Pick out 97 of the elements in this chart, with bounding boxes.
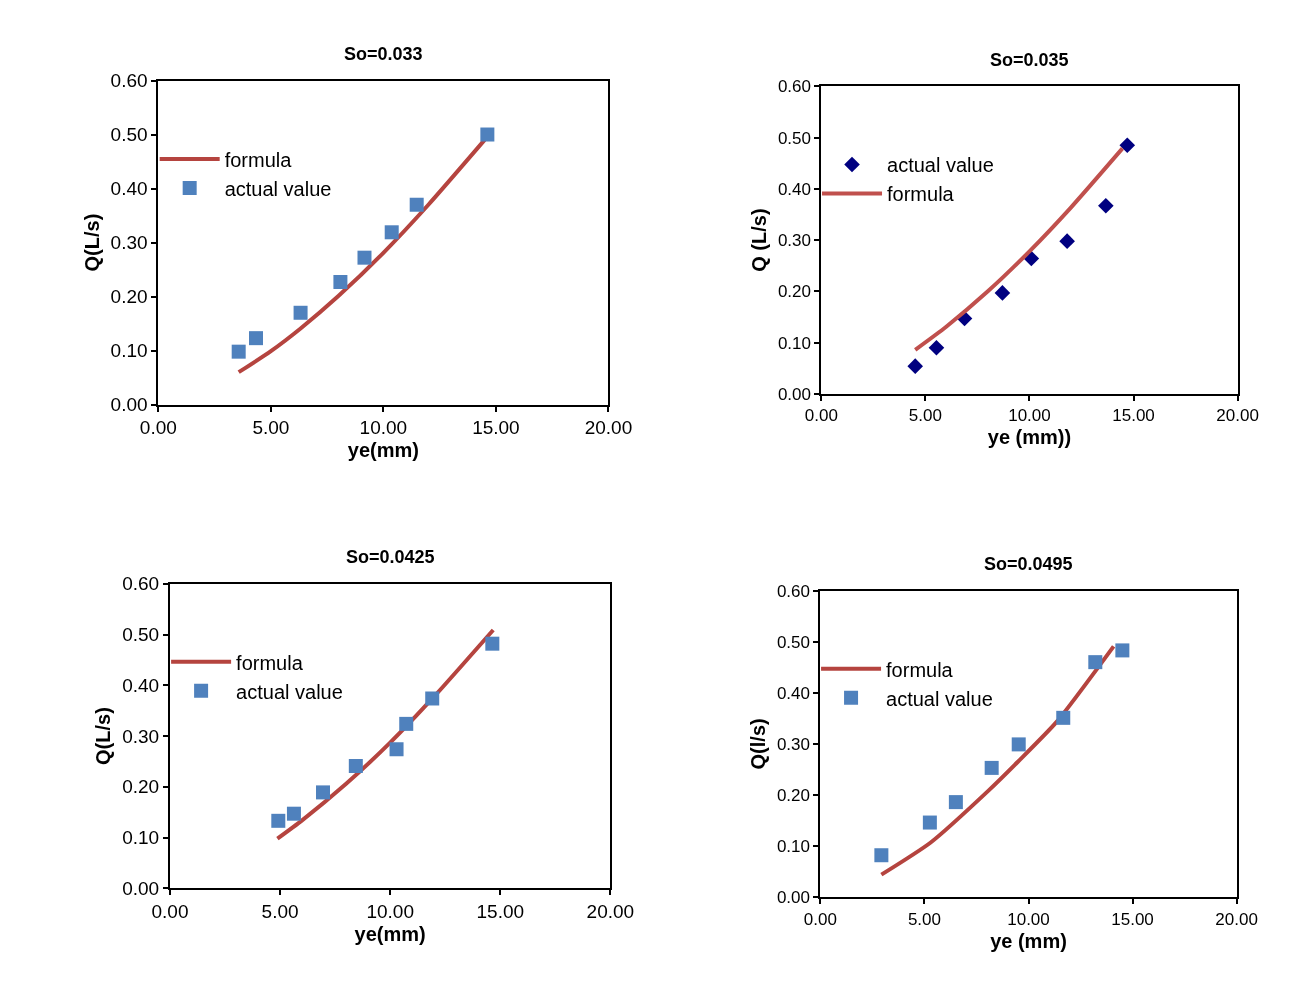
- y-tick-label: 0.50: [776, 632, 810, 652]
- y-tick-label: 0.20: [122, 776, 160, 798]
- y-tick-label: 0.60: [122, 573, 160, 595]
- x-tick-label: 10.00: [1008, 406, 1051, 426]
- y-tick-label: 0.30: [776, 734, 810, 754]
- x-axis-title: ye(mm): [354, 923, 426, 946]
- x-tick-label: 20.00: [584, 417, 633, 439]
- legend-label: actual value: [886, 687, 993, 710]
- y-tick-label: 0.40: [110, 178, 148, 200]
- x-tick-label: 0.00: [151, 901, 189, 923]
- y-tick-label: 0.30: [777, 231, 811, 251]
- x-tick-label: 5.00: [908, 406, 942, 426]
- y-tick-label: 0.30: [110, 232, 148, 254]
- y-tick-label: 0.60: [777, 77, 811, 97]
- point: [1059, 233, 1075, 249]
- point: [399, 716, 414, 731]
- y-tick-label: 0.20: [777, 282, 811, 302]
- point: [249, 331, 264, 346]
- x-tick-label: 10.00: [1007, 909, 1050, 929]
- point: [1088, 655, 1103, 670]
- point: [231, 344, 246, 359]
- x-tick-label: 15.00: [1112, 406, 1155, 426]
- y-axis-title: Q (L/s): [747, 208, 770, 272]
- y-tick-label: 0.30: [122, 725, 160, 747]
- chart-title: So=0.033: [344, 44, 423, 64]
- point: [316, 785, 330, 800]
- y-tick-label: 0.10: [776, 837, 810, 856]
- legend-label: formula: [236, 651, 304, 674]
- y-tick-label: 0.10: [110, 340, 148, 362]
- y-tick-label: 0.50: [110, 124, 148, 146]
- point: [874, 848, 889, 863]
- y-tick-label: 0.50: [122, 624, 160, 646]
- legend-label: actual value: [224, 177, 332, 200]
- x-tick-label: 0.00: [804, 406, 838, 426]
- point: [1056, 710, 1071, 725]
- legend-label: formula: [224, 148, 293, 171]
- legend-label: actual value: [887, 154, 994, 177]
- point: [1115, 643, 1130, 658]
- point: [1098, 197, 1114, 214]
- y-axis-title: Q(L/s): [80, 213, 103, 272]
- point: [425, 691, 440, 706]
- chart-title: So=0.0425: [346, 547, 435, 567]
- y-tick-label: 0.20: [776, 785, 810, 805]
- point: [480, 127, 495, 142]
- x-tick-label: 5.00: [907, 909, 941, 929]
- x-tick-label: 10.00: [359, 417, 408, 439]
- point: [485, 636, 500, 651]
- point: [357, 250, 372, 265]
- point: [984, 760, 999, 775]
- y-axis-title: Q(l/s): [746, 718, 769, 770]
- point: [922, 815, 937, 830]
- y-tick-label: 0.40: [777, 179, 811, 199]
- point: [348, 758, 363, 773]
- point: [907, 358, 924, 374]
- y-tick-label: 0.00: [777, 384, 811, 404]
- y-tick-label: 0.10: [122, 827, 160, 849]
- chart-title: So=0.035: [990, 50, 1069, 70]
- x-tick-label: 20.00: [586, 901, 635, 923]
- x-axis-title: ye (mm): [990, 929, 1067, 952]
- y-tick-label: 0.10: [777, 333, 811, 353]
- x-tick-label: 15.00: [472, 417, 520, 439]
- point: [409, 197, 424, 212]
- point: [1011, 737, 1026, 752]
- y-tick-label: 0.60: [776, 581, 810, 601]
- point: [928, 339, 945, 356]
- point: [271, 813, 286, 828]
- legend-label: formula: [886, 658, 954, 681]
- point: [384, 225, 399, 240]
- y-tick-label: 0.50: [777, 128, 811, 148]
- legend-label: formula: [887, 183, 955, 206]
- point: [293, 305, 308, 320]
- chart-title: So=0.0495: [984, 554, 1073, 574]
- x-tick-label: 5.00: [261, 901, 299, 923]
- x-tick-label: 15.00: [476, 901, 525, 923]
- point: [389, 742, 404, 757]
- y-tick-label: 0.00: [122, 877, 160, 899]
- x-tick-label: 5.00: [252, 417, 290, 439]
- y-axis-title: Q(L/s): [92, 707, 115, 765]
- point: [1119, 137, 1136, 154]
- x-tick-label: 10.00: [366, 901, 414, 923]
- x-tick-label: 15.00: [1111, 909, 1154, 929]
- point: [333, 274, 348, 289]
- y-tick-label: 0.40: [776, 683, 810, 703]
- y-tick-label: 0.20: [110, 286, 148, 308]
- legend-label: actual value: [236, 680, 343, 703]
- point: [994, 285, 1011, 301]
- point: [948, 795, 963, 810]
- x-tick-label: 0.00: [803, 909, 837, 929]
- x-axis-title: ye (mm)): [987, 426, 1072, 449]
- y-tick-label: 0.60: [110, 70, 148, 92]
- y-tick-label: 0.00: [776, 888, 810, 908]
- x-tick-label: 20.00: [1216, 406, 1259, 426]
- x-tick-label: 20.00: [1215, 909, 1258, 929]
- x-axis-title: ye(mm): [347, 439, 419, 462]
- y-tick-label: 0.40: [122, 674, 160, 696]
- point: [286, 806, 301, 821]
- x-tick-label: 0.00: [139, 417, 177, 439]
